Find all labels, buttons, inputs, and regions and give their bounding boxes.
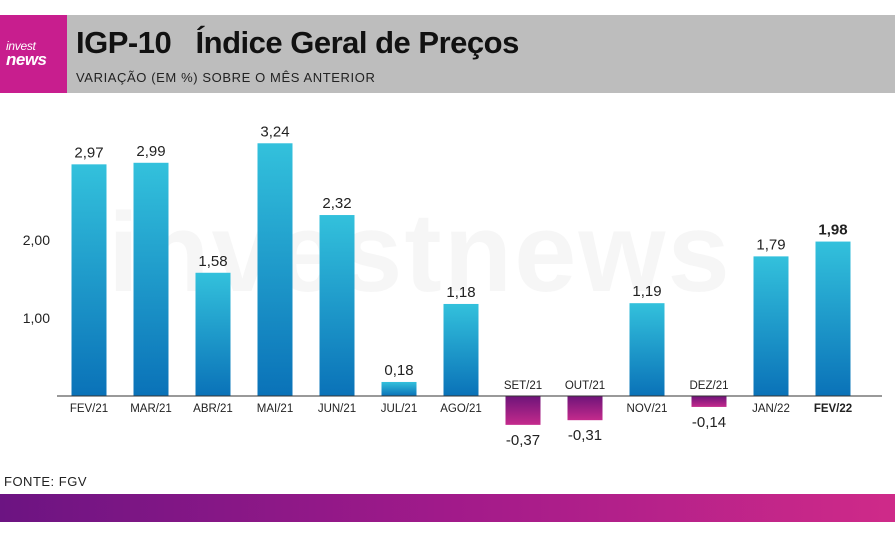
x-tick-label: ABR/21 [193, 403, 233, 415]
data-label: 1,79 [756, 236, 785, 253]
data-label: 1,58 [198, 253, 227, 270]
data-label: 3,24 [260, 123, 289, 140]
bar-jan-22 [753, 256, 789, 396]
bar-dez-21 [691, 396, 727, 407]
bar-fev-21 [71, 164, 107, 396]
footer-gradient-bar [0, 494, 895, 522]
bar-out-21 [567, 396, 603, 421]
bar-mar-21 [133, 162, 169, 396]
x-tick-label: AGO/21 [440, 403, 482, 415]
data-label: 1,19 [632, 283, 661, 300]
data-label: 2,32 [322, 195, 351, 212]
x-tick-label: DEZ/21 [690, 380, 729, 392]
investnews-logo: invest news [0, 15, 67, 93]
bar-jul-21 [381, 381, 417, 396]
x-tick-label: NOV/21 [627, 403, 668, 415]
logo-text-invest: invest [6, 39, 36, 53]
data-label: 0,18 [384, 362, 413, 379]
chart-title: IGP-10 Índice Geral de Preços [76, 25, 519, 60]
bar-fev-22 [815, 241, 851, 396]
header-bar: invest news IGP-10 Índice Geral de Preço… [0, 15, 895, 93]
x-tick-label: JUL/21 [381, 403, 417, 415]
bar-jun-21 [319, 215, 355, 396]
x-tick-label: FEV/22 [814, 403, 852, 415]
data-label: 2,99 [136, 143, 165, 160]
data-label: 1,18 [446, 284, 475, 301]
y-tick-label: 1,00 [23, 310, 50, 326]
x-tick-label: MAI/21 [257, 403, 293, 415]
data-label: 2,97 [74, 144, 103, 161]
bar-abr-21 [195, 272, 231, 396]
data-label: -0,14 [692, 414, 726, 431]
x-tick-label: JAN/22 [752, 403, 790, 415]
bar-mai-21 [257, 143, 293, 396]
x-tick-label: OUT/21 [565, 380, 605, 392]
logo-text-news: news [6, 50, 47, 69]
bar-nov-21 [629, 303, 665, 396]
x-tick-label: SET/21 [504, 380, 542, 392]
bar-chart: 1,00 2,00 2,97 FEV/21 2,99 MAR/21 1,58 ABR/21 3,… [23, 123, 882, 449]
data-label: 1,98 [818, 222, 847, 239]
x-tick-label: MAR/21 [130, 403, 172, 415]
bar-set-21 [505, 396, 541, 425]
x-tick-label: FEV/21 [70, 403, 108, 415]
source-note: FONTE: FGV [4, 474, 87, 489]
x-tick-label: JUN/21 [318, 403, 356, 415]
bar-ago-21 [443, 303, 479, 396]
chart-subtitle: VARIAÇÃO (EM %) SOBRE O MÊS ANTERIOR [76, 70, 376, 85]
y-tick-label: 2,00 [23, 232, 50, 248]
data-label: -0,37 [506, 432, 540, 449]
data-label: -0,31 [568, 427, 602, 444]
